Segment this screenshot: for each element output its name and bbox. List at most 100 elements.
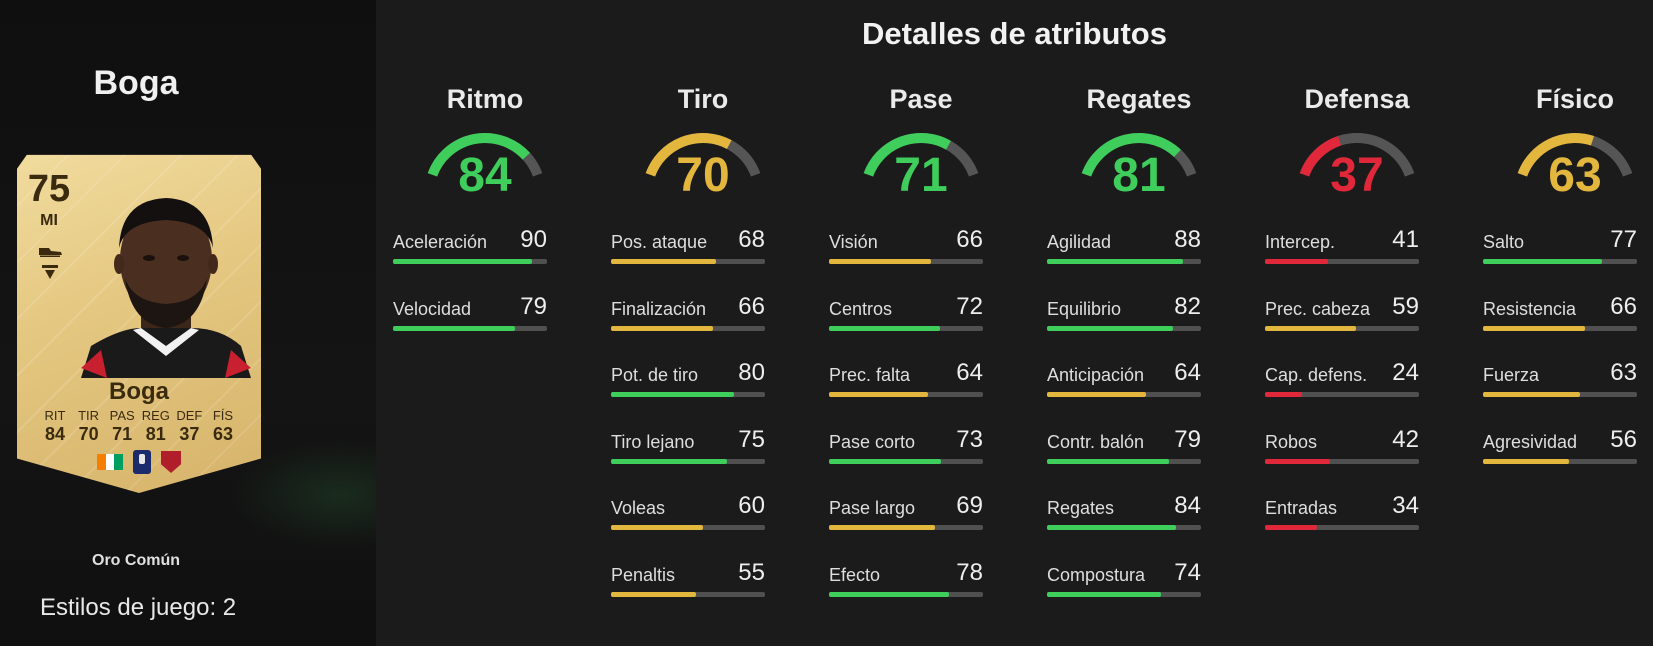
attribute-bar-fill [611, 392, 735, 397]
attribute-row: Agilidad 88 [1047, 226, 1201, 270]
card-stat-label: PAS [109, 408, 135, 423]
attribute-bar-track [393, 259, 547, 264]
category-title-defensa: Defensa [1304, 84, 1410, 114]
playstyles-link[interactable]: Estilos de juego: 2 [40, 594, 237, 621]
attribute-bar-fill [393, 259, 532, 264]
attribute-row: Resistencia 66 [1483, 293, 1637, 337]
boot-icon [39, 248, 62, 257]
attribute-row: Pase corto 73 [829, 426, 983, 470]
attribute-value: 60 [738, 492, 765, 519]
attribute-value: 42 [1392, 425, 1419, 453]
attribute-row: Penaltis 55 [611, 559, 765, 603]
card-stat-value: 71 [112, 424, 133, 444]
gauge-value-pase: 71 [894, 149, 948, 202]
card-stat-label: TIR [78, 408, 100, 423]
player-card[interactable]: 75 MI Boga RIT TIR PAS [17, 154, 261, 493]
attribute-bar-fill [1047, 259, 1183, 264]
category-title-pase: Pase [889, 84, 953, 114]
attribute-row: Compostura 74 [1047, 559, 1201, 603]
attribute-name: Finalización [611, 298, 707, 319]
gauge-value-regates: 81 [1112, 149, 1166, 202]
attribute-value: 82 [1174, 292, 1201, 320]
gauge-defensa: 37 [1289, 128, 1425, 204]
attribute-name: Fuerza [1483, 365, 1540, 385]
attribute-bar-track [611, 525, 765, 530]
attribute-value: 90 [520, 226, 547, 253]
category-column-pase: Pase 71 [841, 84, 1001, 204]
attribute-name: Contr. balón [1047, 431, 1145, 452]
category-title-tiro: Tiro [677, 84, 729, 114]
attribute-name: Velocidad [393, 298, 472, 319]
attribute-bar-track [1265, 325, 1419, 331]
attribute-value: 59 [1392, 292, 1419, 320]
gauge-fill [863, 133, 951, 177]
attribute-name: Aceleración [393, 232, 488, 252]
attribute-row: Pos. ataque 68 [611, 226, 765, 270]
gauge-fill [1299, 136, 1342, 177]
attribute-row: Regates 84 [1047, 492, 1201, 536]
attribute-bar-fill [1483, 392, 1581, 397]
attribute-bar-fill [1047, 591, 1161, 597]
attribute-name: Prec. falta [829, 365, 911, 385]
attribute-bar-fill [611, 259, 716, 264]
category-column-ritmo: Ritmo 84 [405, 84, 565, 204]
attribute-bar-fill [611, 525, 704, 530]
evolution-icon [42, 265, 58, 279]
attribute-row: Velocidad 79 [393, 293, 547, 337]
attribute-value: 66 [1610, 292, 1637, 320]
attribute-bar-fill [611, 325, 713, 331]
attribute-bar-fill [1047, 525, 1177, 530]
attribute-bar-track [611, 325, 765, 331]
attribute-name: Entradas [1265, 498, 1338, 518]
attribute-name: Cap. defens. [1265, 365, 1368, 385]
category-title-fisico: Físico [1535, 84, 1615, 114]
attribute-row: Contr. balón 79 [1047, 426, 1201, 470]
attribute-bar-track [1483, 325, 1637, 331]
attribute-name: Tiro lejano [611, 431, 695, 452]
attribute-bar-fill [611, 591, 696, 597]
attribute-value: 69 [956, 492, 983, 519]
attribute-value: 84 [1174, 492, 1201, 519]
attribute-bar-fill [1265, 525, 1318, 530]
gauge-arc-defensa [1299, 133, 1415, 177]
attribute-bar-track [1047, 458, 1201, 464]
attribute-value: 75 [738, 425, 765, 453]
attribute-bar-track [611, 591, 765, 597]
attribute-bar-fill [611, 458, 727, 464]
attribute-bar-track [829, 458, 983, 464]
gauge-arc-tiro [645, 133, 761, 177]
attribute-row: Prec. falta 64 [829, 359, 983, 403]
attribute-bar-track [1483, 392, 1637, 397]
attribute-bar-track [1483, 458, 1637, 464]
gauge-ritmo: 84 [417, 128, 553, 204]
category-title-regates: Regates [1086, 84, 1192, 114]
attribute-name: Regates [1047, 498, 1115, 518]
attribute-name: Penaltis [611, 564, 676, 585]
attribute-bar-track [829, 392, 983, 397]
attribute-name: Agresividad [1483, 431, 1578, 452]
attribute-name: Centros [829, 298, 893, 319]
attribute-value: 66 [738, 292, 765, 320]
attribute-value: 24 [1392, 359, 1419, 386]
attribute-value: 66 [956, 226, 983, 253]
attribute-name: Robos [1265, 431, 1318, 452]
player-name-title: Boga [93, 64, 179, 102]
ligue-1-logo-icon [133, 450, 151, 474]
attribute-value: 73 [956, 425, 983, 453]
attribute-bar-fill [1265, 259, 1329, 264]
attribute-bar-track [1265, 525, 1419, 530]
attribute-row: Intercep. 41 [1265, 226, 1419, 270]
attribute-value: 74 [1174, 558, 1201, 586]
attribute-bar-fill [829, 525, 936, 530]
attribute-value: 88 [1174, 226, 1201, 253]
attribute-name: Voleas [611, 498, 666, 518]
gauge-value-defensa: 37 [1330, 149, 1384, 202]
attribute-row: Salto 77 [1483, 226, 1637, 270]
attribute-name: Visión [829, 232, 878, 252]
attribute-name: Prec. cabeza [1265, 298, 1371, 319]
card-rarity: Oro Común [92, 552, 180, 569]
attribute-bar-track [611, 392, 765, 397]
attribute-bar-track [1047, 591, 1201, 597]
attribute-row: Prec. cabeza 59 [1265, 293, 1419, 337]
card-stat-labels: RIT TIR PAS REG DEF FÍS [39, 408, 239, 423]
